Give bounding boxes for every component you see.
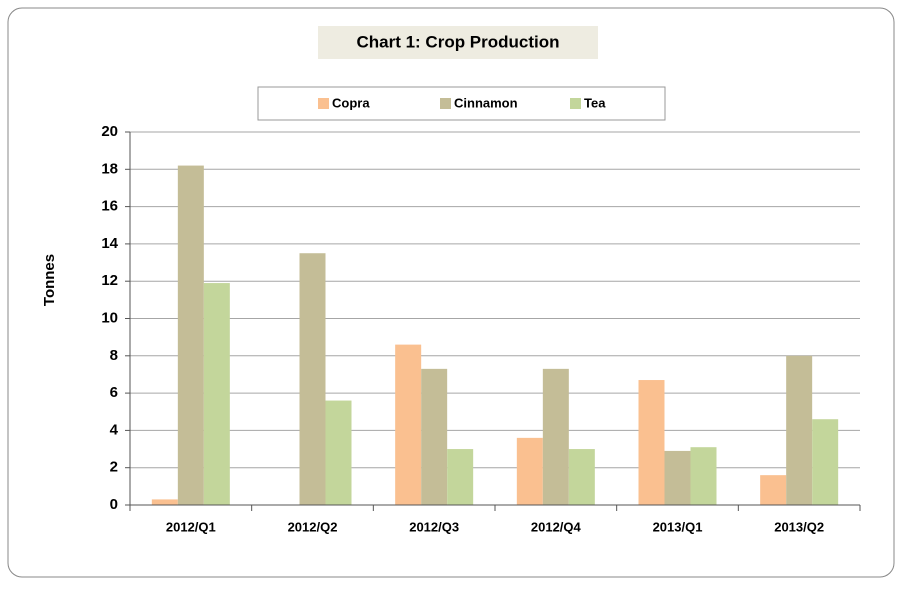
- bar: [690, 447, 717, 505]
- y-tick-label: 4: [110, 421, 119, 438]
- bar: [151, 499, 178, 505]
- legend-swatch: [440, 98, 451, 109]
- bar: [325, 400, 352, 505]
- title-box: [318, 26, 598, 59]
- bar: [568, 449, 595, 505]
- chart-title: Chart 1: Crop Production: [356, 32, 559, 51]
- legend-label: Tea: [584, 95, 606, 110]
- legend-label: Copra: [332, 95, 370, 110]
- y-tick-label: 8: [110, 347, 118, 364]
- bar: [395, 344, 422, 505]
- x-tick-label: 2012/Q1: [166, 519, 216, 534]
- x-tick-label: 2013/Q2: [774, 519, 824, 534]
- x-tick-label: 2012/Q3: [409, 519, 459, 534]
- bar: [421, 368, 448, 505]
- y-tick-label: 16: [101, 198, 118, 215]
- y-tick-label: 14: [101, 235, 118, 252]
- bar: [299, 253, 326, 505]
- bar: [638, 380, 665, 505]
- y-tick-label: 20: [101, 123, 118, 140]
- bar: [203, 283, 230, 505]
- y-tick-label: 6: [110, 384, 118, 401]
- bar: [542, 368, 569, 505]
- legend-swatch: [570, 98, 581, 109]
- bar: [786, 355, 813, 505]
- y-tick-label: 18: [101, 160, 118, 177]
- y-tick-label: 0: [110, 496, 118, 513]
- bar: [447, 449, 474, 505]
- bar: [812, 419, 839, 505]
- y-tick-label: 10: [101, 309, 118, 326]
- bar: [177, 165, 204, 505]
- legend-swatch: [318, 98, 329, 109]
- bar: [664, 450, 691, 505]
- y-tick-label: 12: [101, 272, 118, 289]
- x-tick-label: 2012/Q4: [531, 519, 582, 534]
- x-tick-label: 2013/Q1: [653, 519, 703, 534]
- y-tick-label: 2: [110, 459, 118, 476]
- legend-label: Cinnamon: [454, 95, 518, 110]
- bar: [516, 437, 543, 505]
- bar: [760, 475, 787, 505]
- y-axis-label: Tonnes: [41, 254, 58, 306]
- x-tick-label: 2012/Q2: [288, 519, 338, 534]
